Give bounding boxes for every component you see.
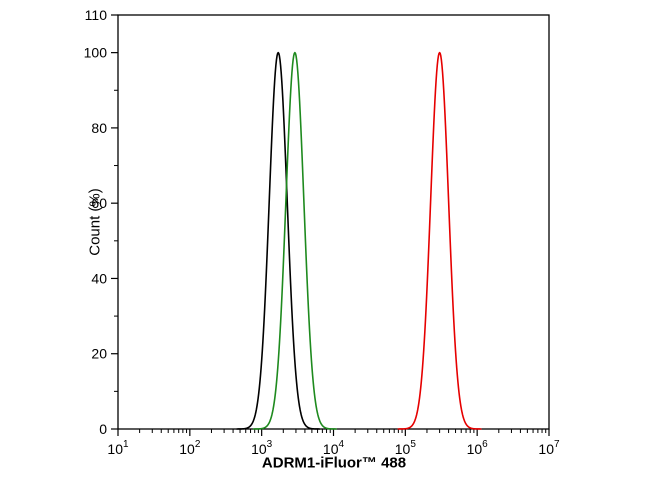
curve-red-peak xyxy=(397,51,482,430)
x-tick-label: 104 xyxy=(323,439,345,457)
x-tick-label: 106 xyxy=(467,439,489,457)
curve-green-peak xyxy=(252,51,337,430)
y-tick-label: 110 xyxy=(85,7,108,23)
y-tick-label: 40 xyxy=(91,270,107,286)
x-tick-label: 103 xyxy=(251,439,273,457)
y-tick-label: 60 xyxy=(91,195,107,211)
y-tick-label: 20 xyxy=(91,346,107,362)
curve-black-control-peak xyxy=(236,51,321,430)
y-tick-label: 80 xyxy=(91,120,107,136)
y-tick-label: 100 xyxy=(84,45,108,61)
x-tick-label: 102 xyxy=(179,439,201,457)
y-tick-label: 0 xyxy=(99,421,107,437)
x-tick-label: 107 xyxy=(538,439,560,457)
x-tick-label: 105 xyxy=(395,439,417,457)
x-tick-label: 101 xyxy=(107,439,129,457)
plot-frame xyxy=(117,14,550,430)
y-axis-label: Count (%) xyxy=(86,188,104,256)
x-axis-label: ADRM1-iFluor™ 488 xyxy=(261,454,407,472)
